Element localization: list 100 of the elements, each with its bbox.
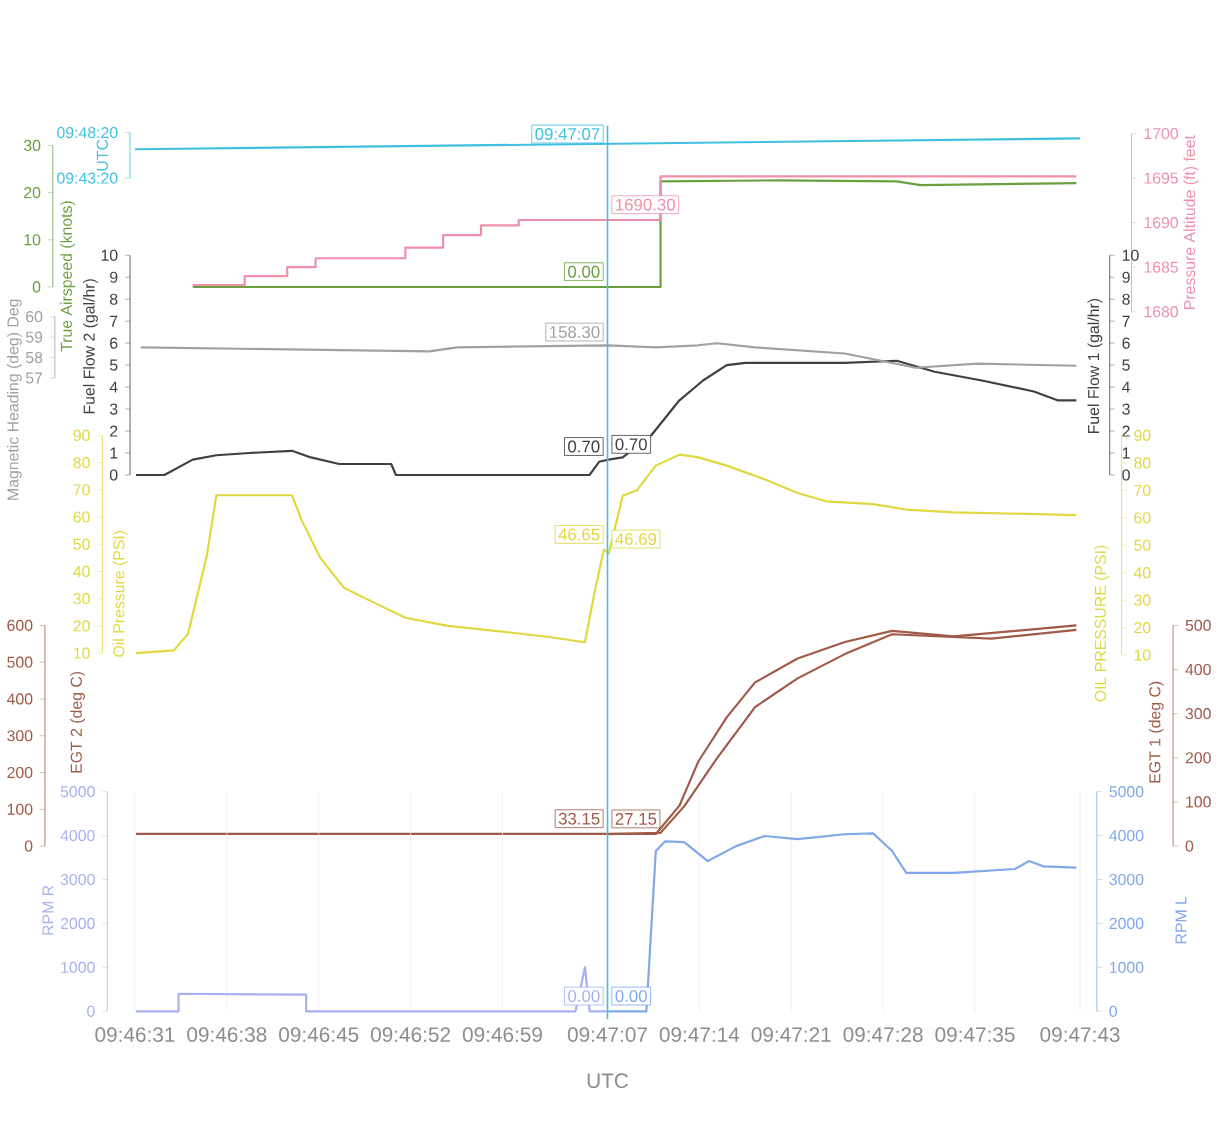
y-tick-label: 3000 — [60, 873, 95, 886]
y-tick-label: 70 — [73, 484, 90, 496]
y-tick-label: 20 — [24, 187, 41, 199]
y2-tick-label: 10 — [1122, 249, 1139, 261]
y2-axis-title: Fuel Flow 1 (gal/hr) — [1087, 298, 1103, 434]
y-axis-title: EGT 2 (deg C) — [70, 671, 86, 773]
y-tick-label: 60 — [73, 511, 90, 523]
y2-tick-label: 80 — [1134, 457, 1151, 469]
y-axis-title: True Airspeed (knots) — [60, 201, 76, 352]
y-tick-label: 500 — [7, 656, 33, 668]
y-tick-label: 2 — [110, 425, 118, 437]
y2-tick-label: 1 — [1122, 447, 1130, 459]
y2-tick-label: 1690 — [1144, 217, 1179, 229]
y-tick-label: 200 — [7, 766, 33, 779]
x-tick-label: 09:47:43 — [1040, 1027, 1120, 1042]
y2-tick-label: 70 — [1134, 484, 1151, 496]
y2-tick-label: 8 — [1122, 293, 1130, 305]
y-tick-label: 20 — [73, 620, 90, 632]
y-tick-label: 0 — [87, 1005, 95, 1017]
annotation: 0.00 — [615, 990, 647, 1003]
y-tick-label: 50 — [73, 538, 90, 550]
x-tick-label: 09:46:52 — [370, 1027, 450, 1042]
y-tick-label: 4000 — [60, 829, 95, 842]
y2-tick-label: 60 — [1134, 512, 1151, 524]
y-tick-label: 60 — [26, 311, 43, 323]
y-tick-label: 9 — [110, 271, 118, 283]
y-tick-label: 300 — [7, 730, 33, 742]
x-tick-label: 09:47:28 — [843, 1027, 923, 1042]
annotation: 0.70 — [568, 440, 600, 453]
y-tick-label: 6 — [110, 337, 118, 349]
y2-tick-label: 50 — [1134, 539, 1151, 551]
y2-tick-label: 500 — [1185, 619, 1211, 631]
y2-tick-label: 6 — [1122, 337, 1130, 349]
y2-tick-label: 5000 — [1109, 786, 1144, 798]
y-tick-label: 0 — [32, 281, 41, 293]
y-tick-label: 1000 — [61, 961, 95, 973]
y-tick-label: 2000 — [60, 917, 95, 930]
annotation: 09:47:07 — [535, 128, 600, 140]
y2-tick-label: 20 — [1134, 622, 1151, 634]
y-axis-title: RPM R — [42, 885, 54, 935]
y2-tick-label: 2 — [1122, 425, 1130, 437]
y2-tick-label: 300 — [1185, 708, 1211, 720]
y-tick-label: 7 — [110, 315, 118, 327]
y2-tick-label: 40 — [1133, 567, 1151, 579]
y-tick-label: 3 — [109, 403, 118, 415]
y2-tick-label: 3000 — [1109, 873, 1144, 886]
y-tick-label: 100 — [7, 803, 33, 815]
y-tick-label: 10 — [101, 249, 118, 261]
y2-tick-label: 5 — [1122, 359, 1130, 371]
y-tick-label: 5000 — [60, 786, 95, 798]
x-tick-label: 09:47:21 — [751, 1027, 831, 1042]
y-tick-label: 09:48:20 — [57, 126, 118, 139]
x-tick-label: 09:46:38 — [187, 1027, 267, 1042]
y2-tick-label: 0 — [1185, 840, 1194, 852]
y2-tick-label: 1700 — [1144, 127, 1179, 140]
y-tick-label: 0 — [109, 469, 118, 481]
y2-tick-label: 9 — [1122, 271, 1130, 283]
y2-tick-label: 3 — [1122, 403, 1130, 415]
annotation: 1690.30 — [616, 198, 675, 211]
y2-tick-label: 10 — [1134, 649, 1151, 661]
y-tick-label: 5 — [109, 359, 118, 371]
y-tick-label: 30 — [73, 593, 90, 605]
y-tick-label: 1 — [110, 447, 118, 459]
x-tick-label: 09:46:59 — [462, 1027, 542, 1042]
x-tick-label: 09:46:31 — [95, 1027, 175, 1042]
y2-axis-title: OIL PRESSURE (PSI) — [1094, 545, 1110, 702]
x-tick-label: 09:47:14 — [659, 1027, 740, 1042]
y2-tick-label: 0 — [1109, 1005, 1117, 1017]
y-tick-label: 30 — [23, 139, 41, 152]
x-tick-label: 09:46:45 — [279, 1027, 359, 1042]
y2-tick-label: 7 — [1122, 315, 1130, 327]
y2-tick-label: 0 — [1122, 469, 1130, 481]
annotation: 158.30 — [550, 326, 600, 339]
y-tick-label: 10 — [74, 647, 90, 659]
x-tick-label: 09:47:35 — [935, 1027, 1015, 1042]
annotation: 0.70 — [615, 438, 647, 451]
y-tick-label: 0 — [24, 840, 33, 852]
y-tick-label: 80 — [73, 457, 90, 469]
y2-tick-label: 1685 — [1144, 261, 1178, 273]
y2-tick-label: 1695 — [1144, 172, 1178, 184]
y2-tick-label: 100 — [1186, 796, 1211, 808]
y2-tick-label: 1000 — [1110, 961, 1144, 973]
y-axis-title: UTC — [96, 139, 108, 171]
y2-axis-title: RPM L — [1175, 896, 1187, 944]
y-tick-label: 59 — [25, 331, 43, 343]
x-tick-label: 09:47:07 — [567, 1027, 647, 1042]
annotation: 27.15 — [615, 812, 657, 825]
y2-tick-label: 90 — [1134, 429, 1151, 441]
y-tick-label: 10 — [24, 234, 41, 246]
y2-tick-label: 200 — [1185, 752, 1211, 764]
y2-tick-label: 30 — [1134, 594, 1151, 606]
y2-tick-label: 400 — [1185, 663, 1211, 676]
annotation: 46.69 — [615, 533, 657, 545]
y-axis-title: Magnetic Heading (deg) Deg — [6, 299, 22, 500]
y-tick-label: 400 — [6, 693, 33, 705]
y-tick-label: 90 — [73, 429, 90, 441]
y2-axis-title: Pressure Altitude (ft) feet — [1183, 135, 1199, 309]
y-tick-label: 40 — [73, 565, 90, 578]
annotation: 33.15 — [558, 812, 600, 825]
x-axis-title: UTC — [587, 1073, 629, 1089]
